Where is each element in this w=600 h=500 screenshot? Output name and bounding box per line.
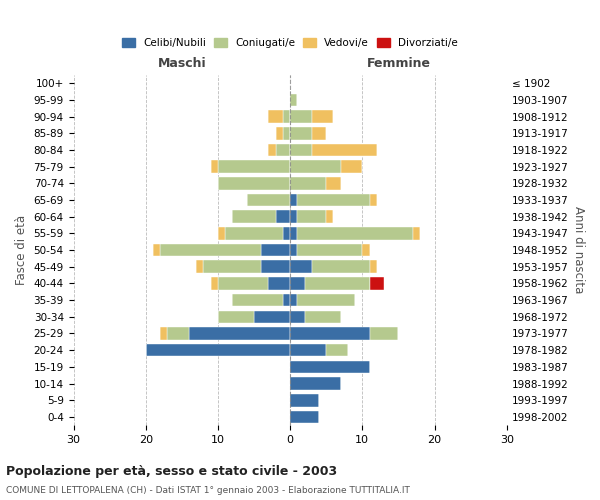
- Text: Maschi: Maschi: [158, 57, 206, 70]
- Bar: [290, 378, 341, 390]
- Bar: [312, 144, 377, 156]
- Bar: [312, 127, 326, 140]
- Bar: [275, 127, 283, 140]
- Y-axis label: Anni di nascita: Anni di nascita: [572, 206, 585, 294]
- Bar: [232, 210, 275, 223]
- Bar: [326, 210, 334, 223]
- Bar: [218, 227, 225, 239]
- Bar: [167, 327, 189, 340]
- Y-axis label: Fasce di età: Fasce di età: [15, 215, 28, 285]
- Bar: [203, 260, 261, 273]
- Bar: [298, 194, 370, 206]
- Bar: [268, 110, 283, 123]
- Bar: [218, 310, 254, 323]
- Bar: [268, 144, 275, 156]
- Bar: [290, 277, 305, 289]
- Bar: [370, 277, 384, 289]
- Legend: Celibi/Nubili, Coniugati/e, Vedovi/e, Divorziati/e: Celibi/Nubili, Coniugati/e, Vedovi/e, Di…: [119, 34, 461, 51]
- Bar: [290, 394, 319, 406]
- Bar: [283, 294, 290, 306]
- Text: Popolazione per età, sesso e stato civile - 2003: Popolazione per età, sesso e stato civil…: [6, 464, 337, 477]
- Text: COMUNE DI LETTOPALENA (CH) - Dati ISTAT 1° gennaio 2003 - Elaborazione TUTTITALI: COMUNE DI LETTOPALENA (CH) - Dati ISTAT …: [6, 486, 410, 495]
- Bar: [160, 244, 261, 256]
- Bar: [290, 410, 319, 423]
- Bar: [290, 227, 298, 239]
- Bar: [211, 277, 218, 289]
- Bar: [312, 110, 334, 123]
- Bar: [290, 294, 298, 306]
- Bar: [290, 327, 370, 340]
- Bar: [290, 344, 326, 356]
- Bar: [305, 310, 341, 323]
- Bar: [275, 210, 290, 223]
- Bar: [298, 294, 355, 306]
- Bar: [290, 127, 312, 140]
- Bar: [268, 277, 290, 289]
- Bar: [370, 327, 398, 340]
- Bar: [290, 110, 312, 123]
- Bar: [290, 210, 298, 223]
- Bar: [326, 177, 341, 190]
- Bar: [160, 327, 167, 340]
- Bar: [290, 144, 312, 156]
- Bar: [370, 194, 377, 206]
- Bar: [290, 310, 305, 323]
- Bar: [218, 177, 290, 190]
- Bar: [283, 227, 290, 239]
- Bar: [153, 244, 160, 256]
- Bar: [283, 110, 290, 123]
- Bar: [196, 260, 203, 273]
- Bar: [362, 244, 370, 256]
- Text: Femmine: Femmine: [367, 57, 430, 70]
- Bar: [370, 260, 377, 273]
- Bar: [298, 244, 362, 256]
- Bar: [218, 277, 268, 289]
- Bar: [247, 194, 290, 206]
- Bar: [290, 177, 326, 190]
- Bar: [298, 227, 413, 239]
- Bar: [312, 260, 370, 273]
- Bar: [341, 160, 362, 173]
- Bar: [254, 310, 290, 323]
- Bar: [232, 294, 283, 306]
- Bar: [290, 194, 298, 206]
- Bar: [413, 227, 420, 239]
- Bar: [261, 244, 290, 256]
- Bar: [225, 227, 283, 239]
- Bar: [290, 94, 298, 106]
- Bar: [290, 244, 298, 256]
- Bar: [146, 344, 290, 356]
- Bar: [189, 327, 290, 340]
- Bar: [290, 160, 341, 173]
- Bar: [261, 260, 290, 273]
- Bar: [211, 160, 218, 173]
- Bar: [283, 127, 290, 140]
- Bar: [290, 260, 312, 273]
- Bar: [275, 144, 290, 156]
- Bar: [290, 360, 370, 373]
- Bar: [326, 344, 348, 356]
- Bar: [218, 160, 290, 173]
- Bar: [298, 210, 326, 223]
- Bar: [305, 277, 370, 289]
